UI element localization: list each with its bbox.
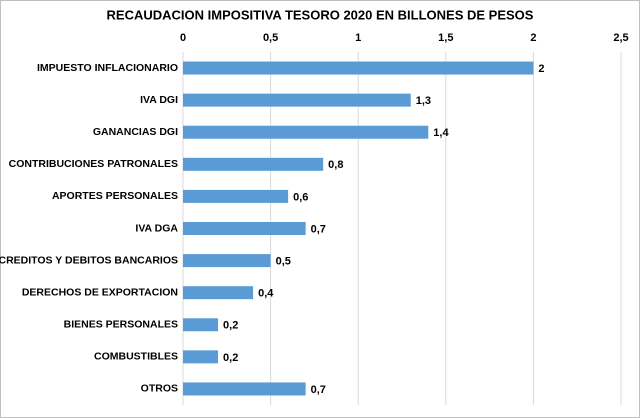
y-tick-label: GANANCIAS DGI bbox=[93, 126, 178, 138]
x-tick-label: 2 bbox=[530, 32, 536, 44]
bar bbox=[183, 189, 289, 203]
y-tick-label: OTROS bbox=[141, 383, 178, 395]
y-tick-label: CREDITOS Y DEBITOS BANCARIOS bbox=[0, 254, 178, 266]
x-tick-label: 2,5 bbox=[613, 32, 628, 44]
x-tick-label: 1 bbox=[355, 32, 361, 44]
value-label: 2 bbox=[538, 63, 544, 75]
bar bbox=[183, 350, 219, 364]
bar bbox=[183, 254, 271, 268]
value-label: 0,7 bbox=[311, 223, 326, 235]
bar bbox=[183, 125, 429, 139]
value-label: 0,5 bbox=[276, 255, 291, 267]
chart-title: RECAUDACION IMPOSITIVA TESORO 2020 EN BI… bbox=[107, 7, 534, 22]
y-tick-label: IVA DGA bbox=[135, 222, 178, 234]
bar bbox=[183, 382, 306, 396]
bar bbox=[183, 222, 306, 235]
y-tick-label: IVA DGI bbox=[140, 94, 178, 106]
y-tick-label: IMPUESTO INFLACIONARIO bbox=[37, 62, 178, 74]
y-tick-label: APORTES PERSONALES bbox=[52, 190, 178, 202]
x-tick-label: 0,5 bbox=[263, 32, 278, 44]
bar bbox=[183, 318, 219, 332]
value-label: 0,6 bbox=[293, 191, 308, 203]
value-label: 1,4 bbox=[433, 127, 449, 139]
value-label: 0,8 bbox=[328, 159, 343, 171]
value-label: 0,2 bbox=[223, 320, 238, 332]
y-tick-label: CONTRIBUCIONES PATRONALES bbox=[9, 158, 178, 170]
value-label: 0,7 bbox=[311, 384, 326, 396]
bar bbox=[183, 157, 324, 171]
value-label: 1,3 bbox=[416, 95, 431, 107]
y-tick-label: BIENES PERSONALES bbox=[64, 319, 178, 331]
y-tick-label: COMBUSTIBLES bbox=[94, 351, 178, 363]
x-tick-label: 0 bbox=[180, 32, 186, 44]
value-label: 0,2 bbox=[223, 352, 238, 364]
bar bbox=[183, 61, 534, 75]
bar bbox=[183, 93, 411, 107]
x-tick-label: 1,5 bbox=[438, 32, 453, 44]
value-label: 0,4 bbox=[258, 288, 274, 300]
bar bbox=[183, 286, 254, 300]
y-tick-label: DERECHOS DE EXPORTACION bbox=[22, 286, 178, 298]
